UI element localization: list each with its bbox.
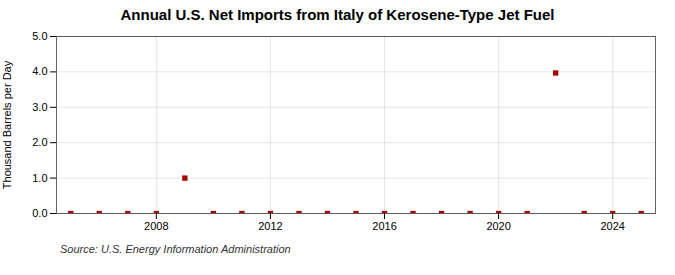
svg-text:2.0: 2.0 [32, 136, 47, 148]
svg-text:4.0: 4.0 [32, 65, 47, 77]
svg-text:5.0: 5.0 [32, 30, 47, 42]
svg-text:2024: 2024 [600, 220, 624, 232]
svg-text:2008: 2008 [144, 220, 168, 232]
svg-text:2016: 2016 [372, 220, 396, 232]
svg-text:Thousand Barrels per Day: Thousand Barrels per Day [1, 60, 13, 189]
svg-text:3.0: 3.0 [32, 101, 47, 113]
svg-text:2012: 2012 [258, 220, 282, 232]
svg-text:0.0: 0.0 [32, 207, 47, 219]
html-text:Annual U.S. Net Imports from I: Annual U.S. Net Imports from Italy of Ke… [120, 6, 555, 23]
svg-text:1.0: 1.0 [32, 172, 47, 184]
html-text:Source: U.S. Energy Informatio: Source: U.S. Energy Information Administ… [60, 243, 291, 255]
svg-text:2020: 2020 [486, 220, 510, 232]
